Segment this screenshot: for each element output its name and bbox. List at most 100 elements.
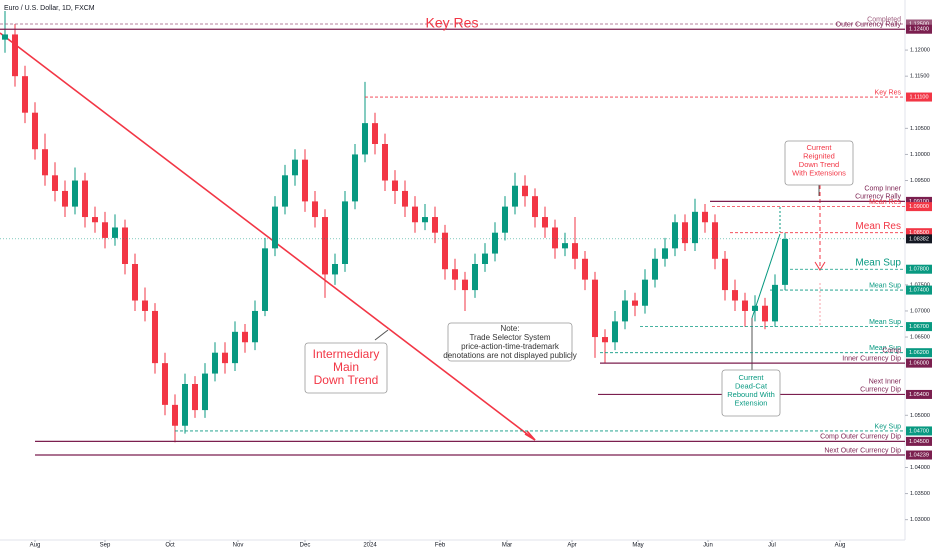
- candle-body: [72, 180, 78, 207]
- annotation-box: [447, 322, 573, 362]
- annotation-text: denotations are not displayed publicly: [443, 351, 576, 360]
- y-tick-label: 1.05000: [910, 413, 930, 419]
- price-box: [906, 196, 932, 206]
- candle-body: [2, 34, 8, 40]
- trend-arrow: [524, 430, 536, 441]
- x-tick-label: Jun: [703, 543, 713, 549]
- candle-body: [152, 310, 158, 364]
- annotation-text: price-action-time-trademark: [461, 342, 560, 351]
- candle-body: [442, 232, 448, 270]
- x-tick-label: Oct: [165, 543, 175, 549]
- candle-body: [452, 269, 458, 280]
- annotation-box: [784, 140, 854, 186]
- candle-body: [782, 238, 788, 285]
- price-box-label: 1.04239: [909, 452, 929, 458]
- y-tick-label: 1.10000: [910, 152, 930, 158]
- candle-body: [752, 305, 758, 311]
- candle-body: [162, 363, 168, 405]
- annotation-text: Down Trend: [314, 373, 379, 387]
- annotation-text: Down Trend: [799, 160, 839, 169]
- annotation-text: Current: [738, 373, 764, 382]
- level-label: Mean Sup: [869, 345, 901, 352]
- candle-body: [572, 243, 578, 259]
- annotation-text: Dead-Cat: [735, 381, 768, 390]
- down-arrow: [814, 261, 826, 271]
- candle-body: [272, 206, 278, 249]
- price-box-label: 1.06200: [909, 350, 929, 356]
- price-box-label: 1.07800: [909, 267, 929, 273]
- price-box: [906, 285, 932, 295]
- last-price-label: 1.08382: [909, 236, 929, 242]
- candle-body: [362, 123, 368, 155]
- candle-body: [372, 123, 378, 144]
- candle-body: [212, 352, 218, 374]
- price-box-label: 1.12400: [909, 27, 929, 33]
- candle-body: [662, 248, 668, 259]
- level-label: Mean Sup: [855, 257, 901, 268]
- candle-body: [232, 331, 238, 364]
- level-label: Mean Sup: [869, 282, 901, 289]
- candle-body: [422, 217, 428, 223]
- annotation-box: [304, 342, 388, 394]
- level-label: Mean Sup: [869, 319, 901, 326]
- price-box-label: 1.04500: [909, 439, 929, 445]
- candle-body: [772, 284, 778, 322]
- level-label: Outer Currency Rally: [836, 22, 902, 29]
- candle-body: [132, 264, 138, 301]
- candle-body: [512, 185, 518, 207]
- price-box-label: 1.07400: [909, 288, 929, 294]
- price-box: [906, 426, 932, 436]
- chart-title: Euro / U.S. Dollar, 1D, FXCM: [4, 5, 95, 12]
- y-tick-label: 1.11500: [910, 74, 929, 80]
- y-tick-label: 1.09500: [910, 178, 930, 184]
- candle-body: [692, 211, 698, 244]
- candle-body: [652, 258, 658, 280]
- candle-body: [292, 159, 298, 176]
- candle-body: [42, 149, 48, 176]
- y-tick-label: 1.07000: [910, 308, 930, 314]
- candle-body: [592, 279, 598, 338]
- x-tick-label: Sep: [100, 543, 111, 549]
- level-label: Inner Currency Dip: [842, 355, 901, 362]
- candle-body: [462, 279, 468, 291]
- x-tick-label: Feb: [435, 543, 446, 549]
- candle-body: [552, 227, 558, 249]
- candle-body: [352, 154, 358, 202]
- candle-body: [102, 222, 108, 238]
- candle-body: [492, 232, 498, 254]
- price-box-label: 1.06000: [909, 361, 929, 367]
- price-box: [906, 358, 932, 368]
- candle-body: [612, 321, 618, 343]
- x-tick-label: Mar: [502, 543, 512, 549]
- candle-body: [672, 222, 678, 249]
- candle-body: [222, 352, 228, 364]
- level-label: Currency Rally: [855, 194, 901, 201]
- price-box: [906, 348, 932, 358]
- candle-body: [252, 310, 258, 343]
- candle-body: [32, 112, 38, 150]
- price-box: [906, 92, 932, 102]
- candle-body: [52, 175, 58, 191]
- x-tick-label: Aug: [835, 543, 846, 549]
- candle-body: [182, 384, 188, 426]
- candle-body: [732, 290, 738, 301]
- annotation-text: Trade Selector System: [469, 333, 550, 342]
- y-tick-label: 1.03000: [910, 517, 930, 523]
- candle-body: [742, 300, 748, 311]
- price-box: [906, 19, 932, 29]
- level-label: Mean Res: [855, 221, 901, 232]
- annotation-text: Extension: [735, 398, 768, 407]
- candle-body: [622, 300, 628, 322]
- annotation-text: Key Res: [426, 15, 479, 31]
- y-tick-label: 1.06500: [910, 334, 930, 340]
- candle-body: [562, 243, 568, 249]
- candle-body: [82, 180, 88, 218]
- price-box: [906, 264, 932, 274]
- candle-body: [722, 258, 728, 291]
- level-label: Mean Res: [869, 199, 901, 206]
- candle-body: [642, 279, 648, 306]
- price-box: [906, 24, 932, 34]
- price-box-label: 1.05400: [909, 392, 929, 398]
- candle-body: [112, 227, 118, 238]
- annotation-text: Reignited: [803, 151, 835, 160]
